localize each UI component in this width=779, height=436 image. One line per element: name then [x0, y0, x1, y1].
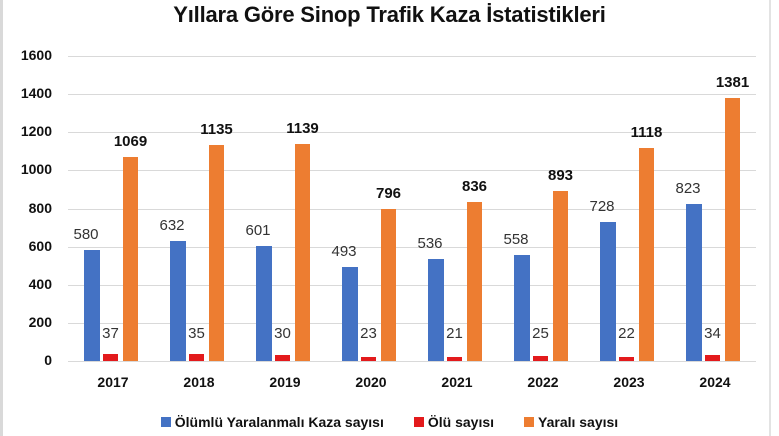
x-tick-label: 2022: [527, 374, 559, 390]
bar-2019-series-0: [256, 246, 272, 361]
gridline: [68, 247, 756, 248]
bar-2024-series-0: [686, 204, 702, 361]
bar-2017-series-0: [84, 250, 100, 361]
gridline: [68, 170, 756, 171]
x-tick-label: 2023: [613, 374, 645, 390]
bar-2023-series-0: [600, 222, 616, 361]
legend-item-injured: Yaralı sayısı: [524, 414, 618, 430]
legend-swatch-orange: [524, 417, 535, 427]
data-label: 22: [618, 325, 635, 342]
bar-2018-series-0: [170, 240, 186, 361]
data-label: 1118: [630, 123, 663, 141]
bar-2018-series-1: [189, 354, 204, 361]
data-label: 601: [245, 222, 271, 240]
data-label: 1381: [715, 73, 750, 91]
y-tick-label: 0: [44, 352, 52, 368]
bar-2019-series-1: [275, 355, 290, 361]
data-label: 30: [274, 325, 291, 342]
legend-item-deaths: Ölü sayısı: [413, 414, 495, 430]
bar-2022-series-1: [533, 356, 548, 361]
data-label: 836: [461, 177, 488, 195]
bar-2023-series-1: [619, 356, 634, 361]
y-tick-label: 600: [28, 238, 52, 254]
gridline: [68, 56, 756, 57]
data-label: 25: [532, 325, 549, 342]
gridline: [68, 94, 756, 95]
bar-2023-series-2: [639, 147, 654, 361]
data-label: 796: [375, 185, 402, 203]
data-label: 823: [675, 180, 701, 198]
data-label: 728: [589, 198, 615, 216]
data-label: 34: [704, 325, 721, 342]
chart-title: Yıllara Göre Sinop Trafik Kaza İstatisti…: [173, 2, 606, 27]
y-tick-label: 1200: [20, 123, 52, 139]
data-label: 493: [331, 243, 357, 261]
bar-2021-series-1: [447, 356, 462, 361]
y-tick-label: 1600: [20, 47, 52, 63]
data-label: 536: [417, 234, 443, 252]
bar-2020-series-1: [361, 356, 376, 361]
data-label: 893: [547, 166, 574, 184]
legend-label: Yaralı sayısı: [538, 414, 619, 430]
x-tick-label: 2019: [269, 374, 301, 390]
bar-2024-series-2: [725, 97, 740, 361]
legend-label: Ölümlü Yaralanmalı Kaza sayısı: [174, 414, 384, 430]
x-tick-label: 2020: [355, 374, 387, 390]
data-label: 1069: [113, 133, 148, 151]
legend-swatch-blue: [160, 417, 171, 427]
gridline: [68, 285, 756, 286]
y-tick-label: 1000: [20, 161, 52, 177]
bar-2017-series-2: [123, 157, 138, 361]
gridline: [68, 209, 756, 210]
bar-2024-series-1: [705, 354, 720, 361]
x-tick-label: 2021: [441, 374, 473, 390]
data-label: 37: [102, 325, 119, 342]
data-label: 23: [360, 325, 377, 342]
y-tick-label: 1400: [20, 85, 52, 101]
bar-2021-series-2: [467, 201, 482, 361]
bar-2021-series-0: [428, 258, 444, 361]
data-label: 580: [73, 226, 99, 244]
data-label: 1135: [200, 120, 233, 138]
x-tick-label: 2024: [699, 374, 731, 390]
data-label: 558: [503, 230, 529, 248]
legend: Ölümlü Yaralanmalı Kaza sayısı Ölü sayıs…: [0, 414, 779, 430]
gridline: [68, 132, 756, 133]
x-tick-label: 2018: [183, 374, 215, 390]
data-label: 632: [159, 216, 185, 234]
bar-2017-series-1: [103, 353, 118, 361]
legend-label: Ölü sayısı: [427, 414, 495, 430]
y-tick-label: 800: [28, 200, 52, 216]
y-tick-label: 400: [28, 276, 52, 292]
bar-2022-series-2: [553, 190, 568, 361]
bar-2020-series-0: [342, 267, 358, 361]
bar-2020-series-2: [381, 209, 396, 361]
gridline: [68, 323, 756, 324]
data-label: 21: [446, 325, 463, 342]
bar-2018-series-2: [209, 144, 224, 361]
bar-2019-series-2: [295, 143, 310, 361]
data-label: 1139: [286, 119, 319, 137]
y-tick-label: 200: [28, 314, 52, 330]
bar-2022-series-0: [514, 254, 530, 361]
gridline: [68, 361, 756, 362]
x-tick-label: 2017: [97, 374, 129, 390]
legend-item-accidents: Ölümlü Yaralanmalı Kaza sayısı: [160, 414, 384, 430]
legend-swatch-red: [413, 417, 424, 427]
data-label: 35: [188, 325, 205, 342]
